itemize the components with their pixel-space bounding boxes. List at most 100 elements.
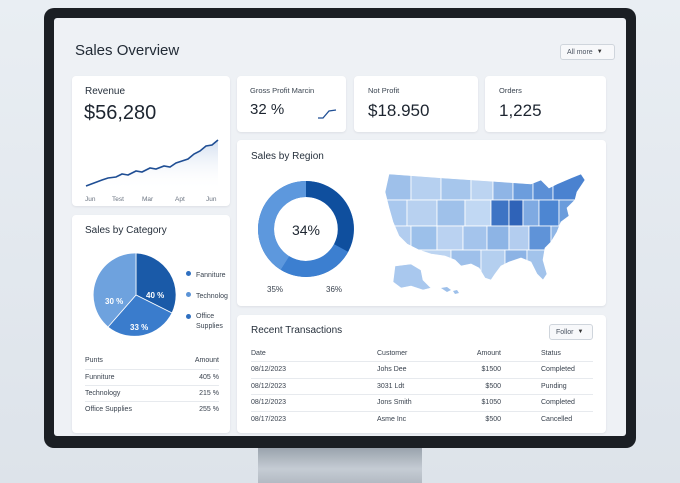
transaction-status: Completed [501, 394, 593, 412]
pie-slice-mid [107, 294, 173, 337]
table-header: Customer [341, 345, 431, 362]
transaction-date: 08/12/2023 [251, 361, 341, 379]
category-name: Technology [85, 385, 174, 402]
sales-by-region-card: Sales by Region 34% 35% 36% [237, 140, 606, 306]
revenue-area [86, 140, 218, 190]
orders-label: Orders [499, 86, 522, 95]
category-legend-item: Office Supplies [186, 312, 230, 332]
category-amount: 255 % [199, 405, 219, 413]
pie-label-mid: 33 % [130, 323, 149, 332]
legend-label: Technolog [196, 293, 228, 300]
transaction-amount: $500 [431, 378, 501, 395]
page-title: Sales Overview [75, 42, 180, 59]
net-profit-value: $18.950 [368, 101, 430, 120]
table-header: Date [251, 345, 341, 362]
donut-label-right: 36% [326, 285, 343, 294]
revenue-month-label: Apt [175, 196, 185, 203]
chevron-down-icon: ▼ [596, 49, 603, 55]
pie-slice-dark [135, 252, 177, 314]
revenue-value: $56,280 [84, 102, 157, 124]
table-row: Funniture 405 % [85, 369, 219, 386]
gross-profit-card: Gross Profit Marcin 32 % [237, 76, 346, 132]
transactions-table: Date Customer Amount Status 08/12/2023 J… [251, 345, 593, 428]
revenue-month-label: Mar [142, 196, 154, 203]
legend-label: Office Supplies [196, 313, 223, 330]
revenue-month-label: Jun [206, 196, 217, 203]
table-header: Punts [85, 353, 174, 370]
table-row[interactable]: 08/12/2023 Johs Dee $1500 Completed [251, 361, 593, 379]
transaction-status: Punding [501, 378, 593, 395]
table-row[interactable]: 08/12/2023 3031 Ldt $500 Punding [251, 378, 593, 395]
dashboard-screen: Sales Overview All more ▼ Revenue $56,28… [54, 18, 626, 436]
revenue-label: Revenue [85, 86, 126, 97]
donut-segment-mid [280, 243, 349, 277]
net-profit-label: Not Profit [368, 86, 400, 95]
gross-profit-sparkline [318, 109, 337, 119]
table-row: Office Supplies 255 % [85, 401, 219, 417]
pie-label-light: 30 % [105, 297, 124, 306]
transaction-amount: $500 [485, 416, 501, 423]
revenue-card: Revenue $56,280 Jun Test Mar Apt Jun [72, 76, 230, 206]
monitor-stand [258, 448, 422, 483]
category-legend-item: Technolog [186, 292, 228, 302]
dropdown-label: Follor [556, 328, 574, 336]
transaction-customer: Johs Dee [341, 361, 431, 379]
table-row: Technology 215 % [85, 385, 219, 402]
monitor-frame: Sales Overview All more ▼ Revenue $56,28… [44, 8, 636, 448]
donut-label-left: 35% [267, 285, 284, 294]
table-header-row: Date Customer Amount Status [251, 345, 593, 362]
transactions-filter-dropdown[interactable]: Follor ▼ [549, 324, 593, 340]
category-legend-item: Fanniture [186, 271, 226, 281]
category-pie-chart [92, 252, 177, 337]
transaction-customer: Jons Smith [341, 394, 431, 412]
donut-center-value: 34% [291, 222, 321, 238]
transaction-date: 08/12/2023 [251, 394, 341, 412]
transaction-status: Completed [501, 361, 593, 379]
transaction-amount: $1050 [431, 394, 501, 412]
transaction-customer: Asme Inc [377, 416, 407, 423]
legend-dot-icon [186, 292, 191, 297]
category-name: Office Supplies [85, 405, 132, 413]
legend-dot-icon [186, 271, 191, 276]
category-amount: 215 % [173, 385, 219, 402]
transaction-customer: 3031 Ldt [341, 378, 431, 395]
region-title: Sales by Region [251, 151, 324, 162]
usa-region-map [384, 173, 586, 294]
transaction-date: 08/12/2023 [251, 378, 341, 395]
hawaii-shape [441, 287, 459, 294]
sales-by-category-card: Sales by Category 40 % 30 % 33 % Fannitu… [72, 215, 230, 433]
legend-dot-icon [186, 314, 191, 319]
transaction-date: 08/17/2023 [251, 416, 287, 423]
category-table: Punts Amount Funniture 405 % Technology … [85, 353, 219, 417]
revenue-line-chart [85, 139, 219, 190]
transaction-amount: $1500 [431, 361, 501, 379]
category-title: Sales by Category [85, 225, 167, 236]
table-header-row: Punts Amount [85, 353, 219, 370]
orders-value: 1,225 [499, 101, 542, 120]
transaction-status: Cancelled [541, 416, 573, 423]
alaska-shape [392, 263, 432, 291]
gross-profit-value: 32 % [250, 101, 285, 118]
region-donut-chart [258, 181, 354, 277]
legend-label: Fanniture [196, 272, 226, 279]
donut-segment-dark [305, 181, 354, 252]
orders-card: Orders 1,225 [485, 76, 606, 132]
category-name: Funniture [85, 369, 174, 386]
table-row[interactable]: 08/17/2023 Asme Inc $500 Cancelled [251, 411, 593, 428]
net-profit-card: Not Profit $18.950 [354, 76, 478, 132]
recent-transactions-card: Recent Transactions Follor ▼ Date Custom… [237, 315, 606, 433]
pie-slice-light [92, 252, 137, 328]
table-header: Amount [431, 345, 501, 362]
revenue-month-label: Jun [85, 196, 96, 203]
chevron-down-icon: ▼ [577, 329, 584, 335]
table-header: Status [501, 345, 593, 362]
table-header: Amount [173, 353, 219, 370]
revenue-month-label: Test [112, 196, 124, 203]
table-row[interactable]: 08/12/2023 Jons Smith $1050 Completed [251, 394, 593, 412]
all-more-dropdown[interactable]: All more ▼ [560, 44, 615, 60]
donut-segment-light [258, 181, 307, 270]
pie-label-dark: 40 % [146, 291, 165, 300]
gross-profit-label: Gross Profit Marcin [250, 86, 315, 95]
revenue-line [85, 139, 219, 187]
category-amount: 405 % [173, 369, 219, 386]
